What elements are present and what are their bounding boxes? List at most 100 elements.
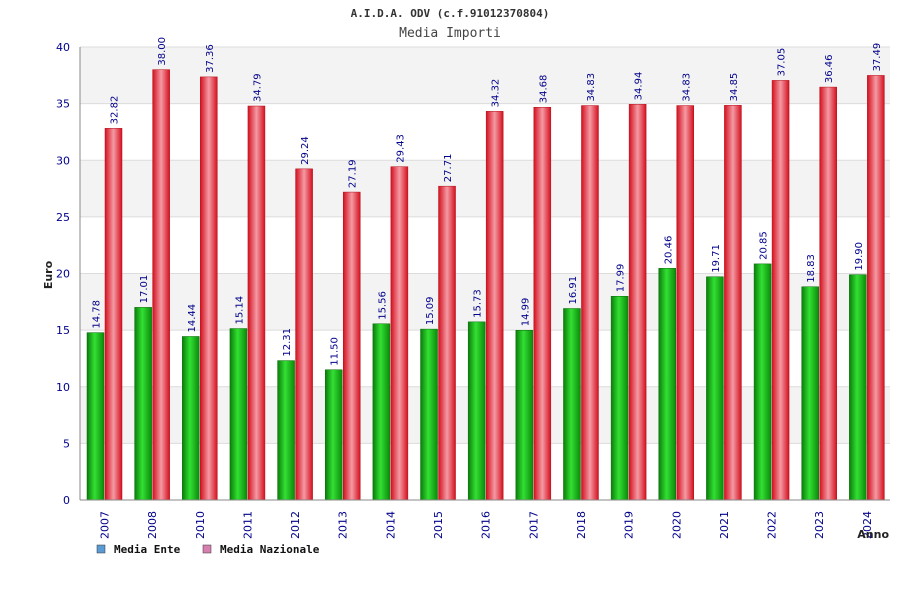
value-label-media-nazionale: 34.85 bbox=[729, 73, 740, 102]
bar-media-nazionale bbox=[200, 76, 218, 501]
x-tick-label: 2021 bbox=[718, 511, 731, 539]
value-label-media-nazionale: 37.36 bbox=[205, 44, 216, 73]
bar-media-ente bbox=[277, 360, 295, 501]
y-tick-label: 0 bbox=[63, 494, 70, 507]
x-tick-label: 2022 bbox=[766, 511, 779, 539]
bar-media-ente bbox=[610, 296, 629, 501]
value-label-media-nazionale: 34.94 bbox=[634, 72, 645, 101]
value-label-media-nazionale: 29.24 bbox=[300, 136, 311, 165]
y-tick-label: 20 bbox=[56, 268, 70, 281]
x-tick-label: 2016 bbox=[480, 511, 493, 539]
bar-media-ente bbox=[86, 332, 105, 501]
bar-media-ente bbox=[467, 321, 486, 501]
bar-media-nazionale bbox=[295, 168, 313, 501]
y-axis: 0 5 10 15 20 25 30 35 40 bbox=[56, 41, 81, 507]
bar-media-nazionale bbox=[247, 105, 266, 501]
value-label-media-ente: 11.50 bbox=[330, 337, 341, 366]
value-label-media-ente: 14.44 bbox=[187, 304, 198, 333]
bar-media-nazionale bbox=[771, 80, 790, 501]
bar-media-nazionale bbox=[533, 106, 552, 501]
value-label-media-nazionale: 27.71 bbox=[443, 154, 454, 183]
bar-media-nazionale bbox=[819, 86, 837, 501]
x-tick-label: 2020 bbox=[670, 511, 683, 539]
value-label-media-ente: 15.73 bbox=[473, 289, 484, 318]
x-tick-label: 2014 bbox=[384, 511, 397, 539]
x-tick-label: 2011 bbox=[241, 511, 254, 539]
value-label-media-ente: 15.56 bbox=[377, 291, 388, 320]
x-tick-label: 2023 bbox=[813, 511, 826, 539]
legend-label-media-nazionale: Media Nazionale bbox=[220, 543, 320, 556]
value-label-media-nazionale: 29.43 bbox=[395, 134, 406, 163]
bar-media-nazionale bbox=[390, 166, 409, 501]
value-label-media-ente: 20.46 bbox=[663, 236, 674, 265]
value-label-media-nazionale: 34.68 bbox=[538, 75, 549, 104]
value-label-media-nazionale: 34.79 bbox=[252, 73, 263, 102]
bar-media-ente bbox=[420, 328, 438, 501]
value-label-media-ente: 15.14 bbox=[234, 296, 245, 325]
x-tick-label: 2008 bbox=[146, 511, 159, 539]
value-label-media-ente: 16.91 bbox=[568, 276, 579, 305]
value-label-media-nazionale: 37.49 bbox=[872, 43, 883, 72]
bar-media-ente bbox=[753, 263, 772, 501]
value-label-media-nazionale: 34.32 bbox=[491, 79, 502, 108]
value-label-media-ente: 17.99 bbox=[616, 264, 627, 293]
value-label-media-ente: 12.31 bbox=[282, 328, 293, 357]
x-tick-label: 2017 bbox=[527, 511, 540, 539]
bar-media-ente bbox=[372, 323, 391, 501]
bar-media-nazionale bbox=[628, 104, 647, 501]
bar-media-nazionale bbox=[342, 191, 361, 501]
bar-media-ente bbox=[229, 328, 248, 501]
x-tick-label: 2012 bbox=[289, 511, 302, 539]
y-axis-label: Euro bbox=[42, 260, 55, 289]
bar-media-nazionale bbox=[104, 128, 123, 501]
bar-media-ente bbox=[563, 308, 581, 501]
value-label-media-ente: 15.09 bbox=[425, 296, 436, 325]
y-tick-label: 15 bbox=[56, 324, 70, 337]
y-tick-label: 40 bbox=[56, 41, 70, 54]
y-tick-label: 25 bbox=[56, 211, 70, 224]
x-tick-label: 2015 bbox=[432, 511, 445, 539]
bar-media-ente bbox=[182, 336, 200, 501]
x-tick-label: 2013 bbox=[337, 511, 350, 539]
value-label-media-ente: 19.90 bbox=[854, 242, 865, 271]
value-label-media-nazionale: 36.46 bbox=[824, 54, 835, 83]
legend-swatch-media-ente bbox=[96, 544, 106, 554]
chart-title: A.I.D.A. ODV (c.f.91012370804) bbox=[351, 7, 550, 20]
bar-media-nazionale bbox=[152, 69, 170, 501]
chart-subtitle: Media Importi bbox=[399, 26, 501, 41]
value-label-media-ente: 17.01 bbox=[139, 275, 150, 304]
legend-label-media-ente: Media Ente bbox=[114, 543, 181, 556]
bar-media-ente bbox=[801, 286, 819, 501]
y-tick-label: 35 bbox=[56, 98, 70, 111]
bar-media-ente bbox=[706, 276, 724, 501]
value-label-media-nazionale: 37.05 bbox=[777, 48, 788, 77]
bar-media-nazionale bbox=[485, 111, 504, 501]
value-label-media-nazionale: 32.82 bbox=[110, 96, 121, 125]
bar-media-nazionale bbox=[438, 185, 456, 501]
value-label-media-nazionale: 38.00 bbox=[157, 37, 168, 66]
bars: 14.78 32.82 17.01 38.00 14.44 37.36 15.14 34.79… bbox=[86, 37, 885, 501]
x-tick-label: 2018 bbox=[575, 511, 588, 539]
value-label-media-ente: 19.71 bbox=[711, 244, 722, 273]
legend-swatch-media-nazionale bbox=[202, 544, 212, 554]
y-tick-label: 10 bbox=[56, 381, 70, 394]
value-label-media-nazionale: 34.83 bbox=[586, 73, 597, 102]
x-axis: 2007 2008 2010 2011 2012 2013 2014 2015 2016 2017… bbox=[80, 499, 890, 539]
y-tick-label: 5 bbox=[63, 437, 70, 450]
value-label-media-nazionale: 34.83 bbox=[681, 73, 692, 102]
bar-media-ente bbox=[658, 268, 677, 501]
value-label-media-ente: 20.85 bbox=[759, 231, 770, 260]
x-axis-label: Anno bbox=[857, 528, 889, 541]
x-tick-label: 2010 bbox=[194, 511, 207, 539]
legend: Media Ente Media Nazionale bbox=[96, 543, 320, 556]
bar-media-ente bbox=[515, 329, 534, 501]
bar-media-ente bbox=[849, 274, 867, 501]
bar-media-nazionale bbox=[724, 105, 742, 501]
value-label-media-ente: 18.83 bbox=[806, 254, 817, 283]
x-tick-label: 2024 bbox=[861, 511, 874, 539]
value-label-media-ente: 14.99 bbox=[520, 298, 531, 327]
x-tick-label: 2007 bbox=[99, 511, 112, 539]
bar-media-nazionale bbox=[581, 105, 599, 501]
value-label-media-nazionale: 27.19 bbox=[348, 159, 359, 188]
